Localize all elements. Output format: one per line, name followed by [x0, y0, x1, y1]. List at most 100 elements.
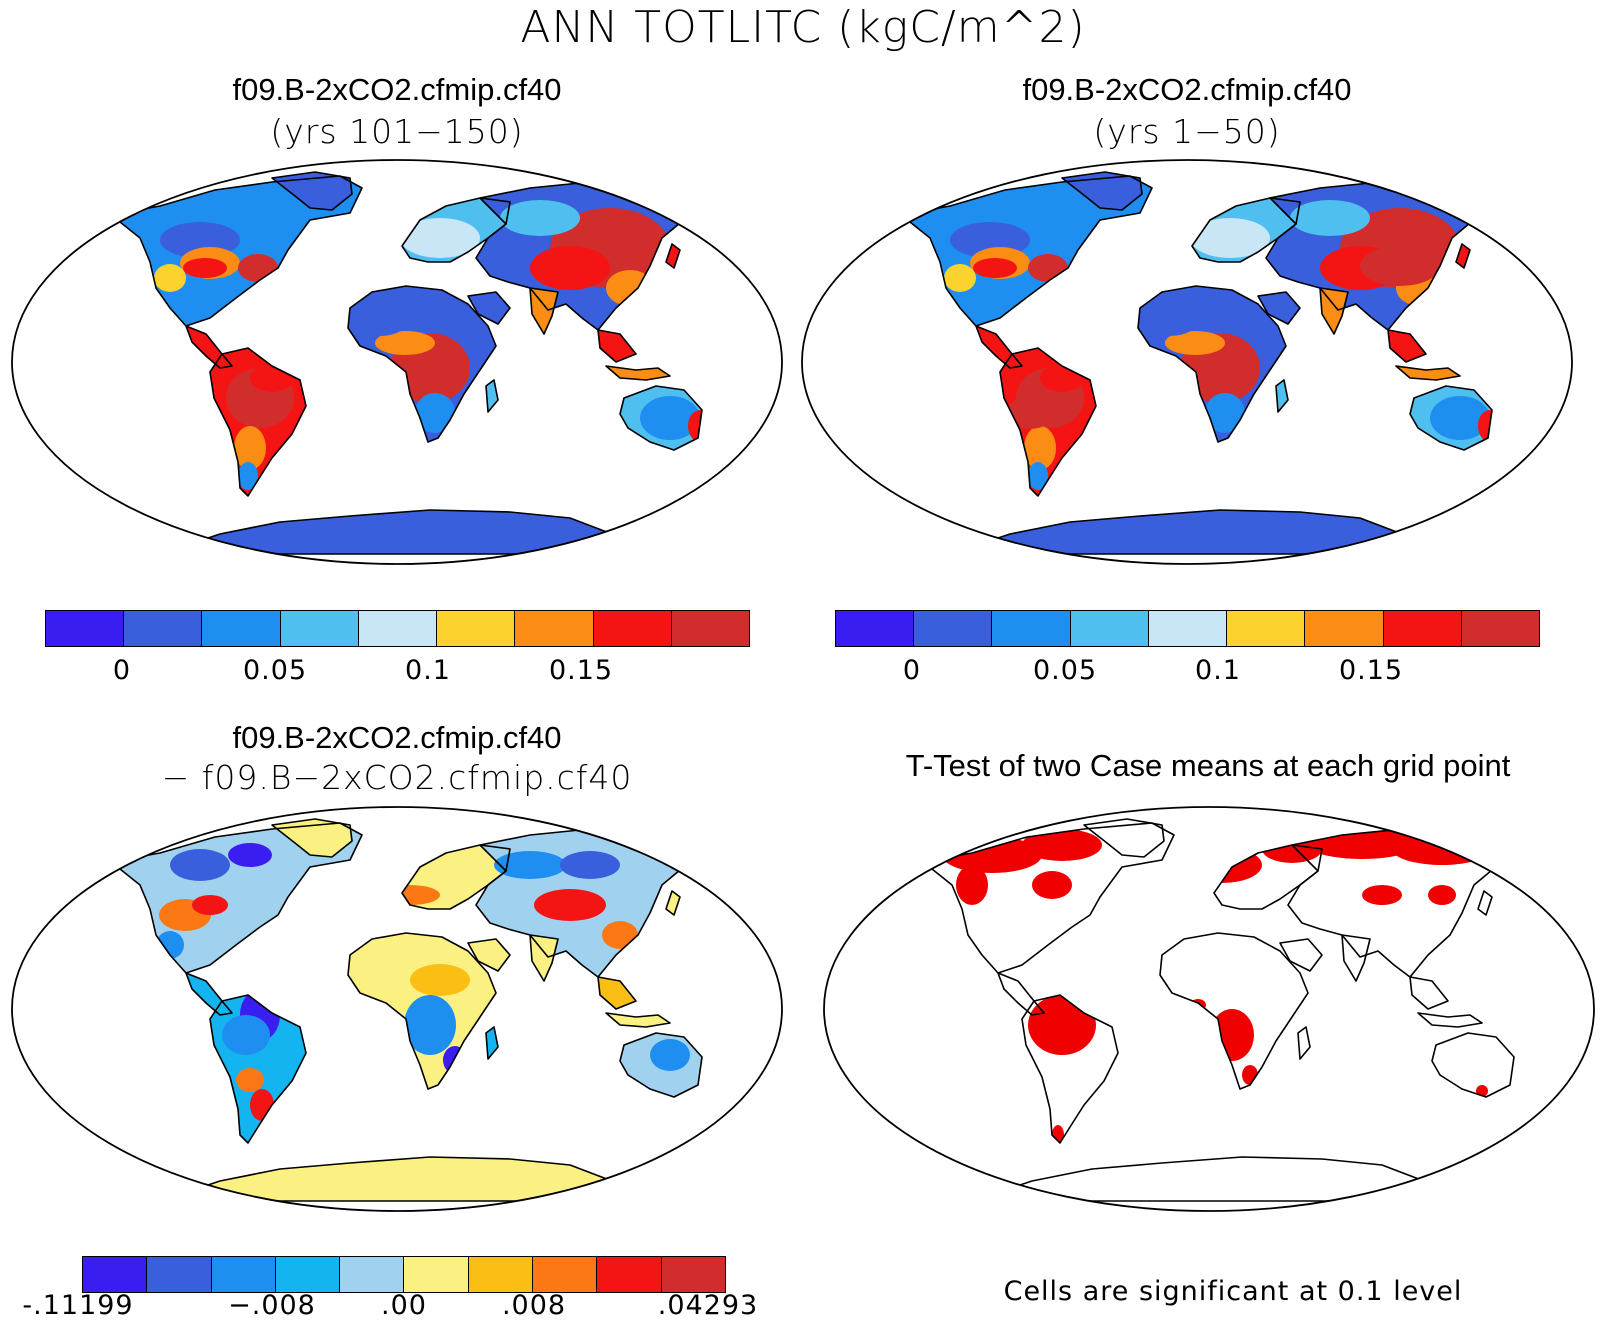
- coastline-madagascar: [485, 379, 499, 413]
- coastline-japan: [665, 243, 681, 269]
- coastline-australia: [1409, 385, 1493, 451]
- coastline-southAmerica: [999, 347, 1097, 497]
- colorbar-panel-1: [45, 610, 750, 647]
- data-field-blob: [602, 921, 638, 949]
- cbar2-tick: 0: [902, 655, 922, 686]
- land-india: [530, 288, 558, 334]
- coastline-africa: [1159, 932, 1309, 1090]
- coastline-australia: [619, 385, 703, 451]
- map-frame: [11, 159, 783, 565]
- colorbar-cell: [671, 611, 749, 646]
- colorbar-cell: [46, 611, 125, 646]
- coastline-northAmerica: [119, 822, 363, 974]
- coastline-seAsia: [597, 976, 637, 1010]
- colorbar-cell: [211, 1257, 276, 1292]
- data-field-blob: [1205, 393, 1245, 433]
- data-field-blob: [530, 246, 610, 290]
- data-field-blob: [1140, 300, 1200, 336]
- data-field-blob: [1028, 254, 1068, 282]
- map-frame: [823, 806, 1595, 1212]
- data-field-blob: [1022, 829, 1102, 861]
- colorbar-cell: [914, 611, 993, 646]
- data-field-blob: [1430, 396, 1490, 440]
- data-field-blob: [1242, 1065, 1258, 1085]
- cbar2-tick: 0.1: [1195, 655, 1241, 686]
- colorbar-cell: [83, 1257, 148, 1292]
- data-field-blob: [1040, 364, 1084, 392]
- land-greenland: [272, 172, 352, 210]
- land-japan: [666, 244, 680, 268]
- data-field-blob: [1360, 246, 1440, 286]
- colorbar-cell: [661, 1257, 725, 1292]
- data-field-blob: [236, 1068, 264, 1092]
- data-field-blob: [183, 258, 227, 278]
- panel2-subtitle: (yrs 1−50): [1093, 112, 1281, 151]
- coastline-southAmerica: [1021, 994, 1119, 1144]
- colorbar-cell: [533, 1257, 598, 1292]
- data-field-blob: [415, 393, 455, 433]
- coastline-centralAmerica: [185, 325, 233, 369]
- coastline-arabia: [1257, 291, 1301, 325]
- coastline-africa: [347, 932, 497, 1090]
- colorbar-cell: [437, 611, 516, 646]
- panel1-title: f09.B-2xCO2.cfmip.cf40: [232, 72, 562, 107]
- land-japan: [666, 891, 680, 915]
- data-field-blob: [250, 364, 294, 392]
- colorbar-cell: [1461, 611, 1539, 646]
- data-field-blob: [1032, 871, 1072, 899]
- colorbar-cell: [468, 1257, 534, 1292]
- land-indonesia: [606, 1013, 670, 1027]
- cbar1-tick: 0.1: [405, 655, 451, 686]
- data-field-blob: [375, 331, 435, 355]
- coastline-indonesia: [605, 365, 671, 381]
- coastline-antarctica: [971, 1156, 1441, 1202]
- colorbar-cell: [1383, 611, 1462, 646]
- data-field-blob: [650, 1039, 690, 1071]
- data-field-blob: [1165, 331, 1225, 355]
- cbar2-tick: 0.05: [1032, 655, 1098, 686]
- data-field-blob: [1290, 200, 1370, 236]
- cbar3-tick: -.11199: [22, 1290, 134, 1321]
- data-field-blob: [170, 849, 230, 881]
- land-indonesia: [1396, 366, 1460, 380]
- coastline-southAmerica: [209, 347, 307, 497]
- land-antarctica: [950, 510, 1418, 554]
- map-frame: [11, 806, 783, 1212]
- data-field-blob: [396, 298, 444, 318]
- coastline-centralAmerica: [975, 325, 1023, 369]
- coastline-arabia: [1279, 938, 1323, 972]
- coastline-greenland: [1061, 171, 1143, 211]
- panel2-title: f09.B-2xCO2.cfmip.cf40: [1022, 72, 1352, 107]
- data-field-blob: [410, 964, 470, 996]
- colorbar-cell: [124, 611, 203, 646]
- data-field-blob: [1006, 397, 1054, 429]
- data-field-blob: [443, 1046, 467, 1074]
- data-field-blob: [1186, 298, 1234, 318]
- data-field-blob: [222, 1015, 270, 1055]
- data-field-blob: [1024, 426, 1056, 470]
- coastline-indonesia: [605, 1012, 671, 1028]
- data-field-blob: [1182, 847, 1262, 883]
- colorbar-cell: [515, 611, 594, 646]
- data-field-blob: [606, 270, 654, 306]
- colorbar-cell: [280, 611, 359, 646]
- coastline-india: [529, 934, 559, 982]
- coastline-centralAmerica: [997, 972, 1045, 1016]
- data-field-blob: [500, 200, 580, 236]
- significance-note: Cells are significant at 0.1 level: [1003, 1276, 1463, 1307]
- data-field-blob: [234, 426, 266, 470]
- land-greenland: [1062, 172, 1142, 210]
- coastline-japan: [1455, 243, 1471, 269]
- land-antarctica: [160, 1157, 628, 1201]
- data-field-blob: [1028, 995, 1096, 1055]
- data-field-blob: [640, 396, 700, 440]
- data-field-blob: [228, 843, 272, 867]
- colorbar-cell: [1070, 611, 1149, 646]
- coastline-africa: [347, 285, 497, 443]
- coastline-indonesia: [1395, 365, 1461, 381]
- panel3-title: f09.B-2xCO2.cfmip.cf40: [232, 720, 562, 755]
- coastline-northAmerica: [931, 822, 1175, 974]
- colorbar-cell: [358, 611, 438, 646]
- panel3-subtitle: − f09.B−2xCO2.cfmip.cf40: [161, 758, 633, 797]
- cbar3-tick: .008: [501, 1290, 567, 1321]
